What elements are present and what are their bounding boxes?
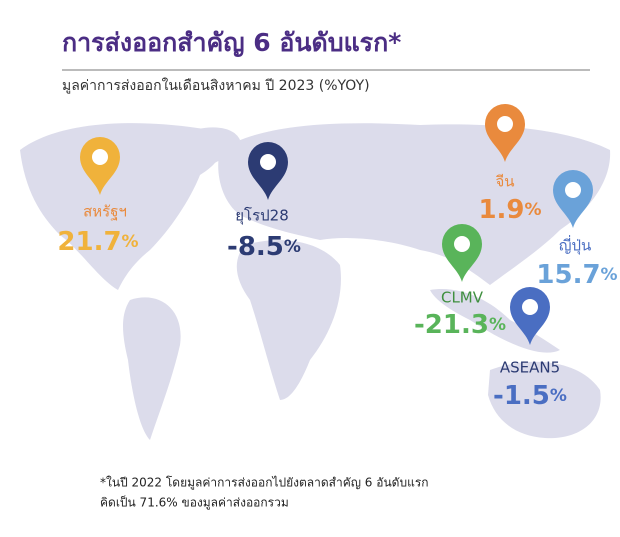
value-number: 1.9 bbox=[478, 195, 524, 225]
value-unit: % bbox=[284, 237, 301, 257]
pin bbox=[80, 137, 120, 195]
footnote-line: *ในปี 2022 โดยมูลค่าการส่งออกไปยังตลาดสำ… bbox=[100, 476, 429, 491]
market-name: CLMV bbox=[441, 289, 484, 307]
value-number: -8.5 bbox=[227, 232, 284, 262]
market-value: -8.5% bbox=[227, 232, 301, 262]
value-unit: % bbox=[550, 386, 567, 406]
market-marker: จีน 1.9% bbox=[478, 104, 542, 225]
pin bbox=[485, 104, 525, 162]
pin-hole bbox=[260, 154, 276, 170]
value-number: 21.7 bbox=[57, 227, 121, 257]
pin-hole bbox=[454, 236, 470, 252]
pin bbox=[248, 142, 288, 200]
value-unit: % bbox=[122, 232, 139, 252]
market-value: -1.5% bbox=[493, 381, 567, 411]
pin bbox=[510, 287, 550, 345]
value-number: -1.5 bbox=[493, 381, 550, 411]
market-name: ASEAN5 bbox=[500, 359, 560, 377]
market-name: ญี่ปุ่น bbox=[559, 235, 592, 256]
pin-hole bbox=[522, 299, 538, 315]
pin bbox=[442, 224, 482, 282]
pin-hole bbox=[92, 149, 108, 165]
market-marker: CLMV -21.3% bbox=[414, 224, 506, 340]
pin-hole bbox=[497, 116, 513, 132]
value-number: 15.7 bbox=[536, 260, 600, 290]
market-marker: ยุโรป28 -8.5% bbox=[227, 142, 301, 262]
footnote-line: คิดเป็น 71.6% ของมูลค่าส่งออกรวม bbox=[100, 495, 289, 511]
market-marker: สหรัฐฯ 21.7% bbox=[57, 137, 139, 257]
subtitle: มูลค่าการส่งออกในเดือนสิงหาคม ปี 2023 (%… bbox=[62, 77, 370, 94]
world-map bbox=[20, 123, 611, 440]
market-value: -21.3% bbox=[414, 310, 506, 340]
market-name: สหรัฐฯ bbox=[83, 203, 127, 221]
market-name: จีน bbox=[495, 173, 514, 191]
market-value: 1.9% bbox=[478, 195, 541, 225]
pin bbox=[553, 170, 593, 228]
pin-hole bbox=[565, 182, 581, 198]
value-unit: % bbox=[601, 265, 618, 285]
value-number: -21.3 bbox=[414, 310, 489, 340]
market-value: 21.7% bbox=[57, 227, 138, 257]
market-marker: ASEAN5 -1.5% bbox=[493, 287, 567, 411]
market-marker: ญี่ปุ่น 15.7% bbox=[536, 170, 618, 290]
title: การส่งออกสำคัญ 6 อันดับแรก* bbox=[62, 28, 401, 57]
market-value: 15.7% bbox=[536, 260, 617, 290]
value-unit: % bbox=[525, 200, 542, 220]
market-name: ยุโรป28 bbox=[235, 207, 289, 226]
value-unit: % bbox=[489, 315, 506, 335]
